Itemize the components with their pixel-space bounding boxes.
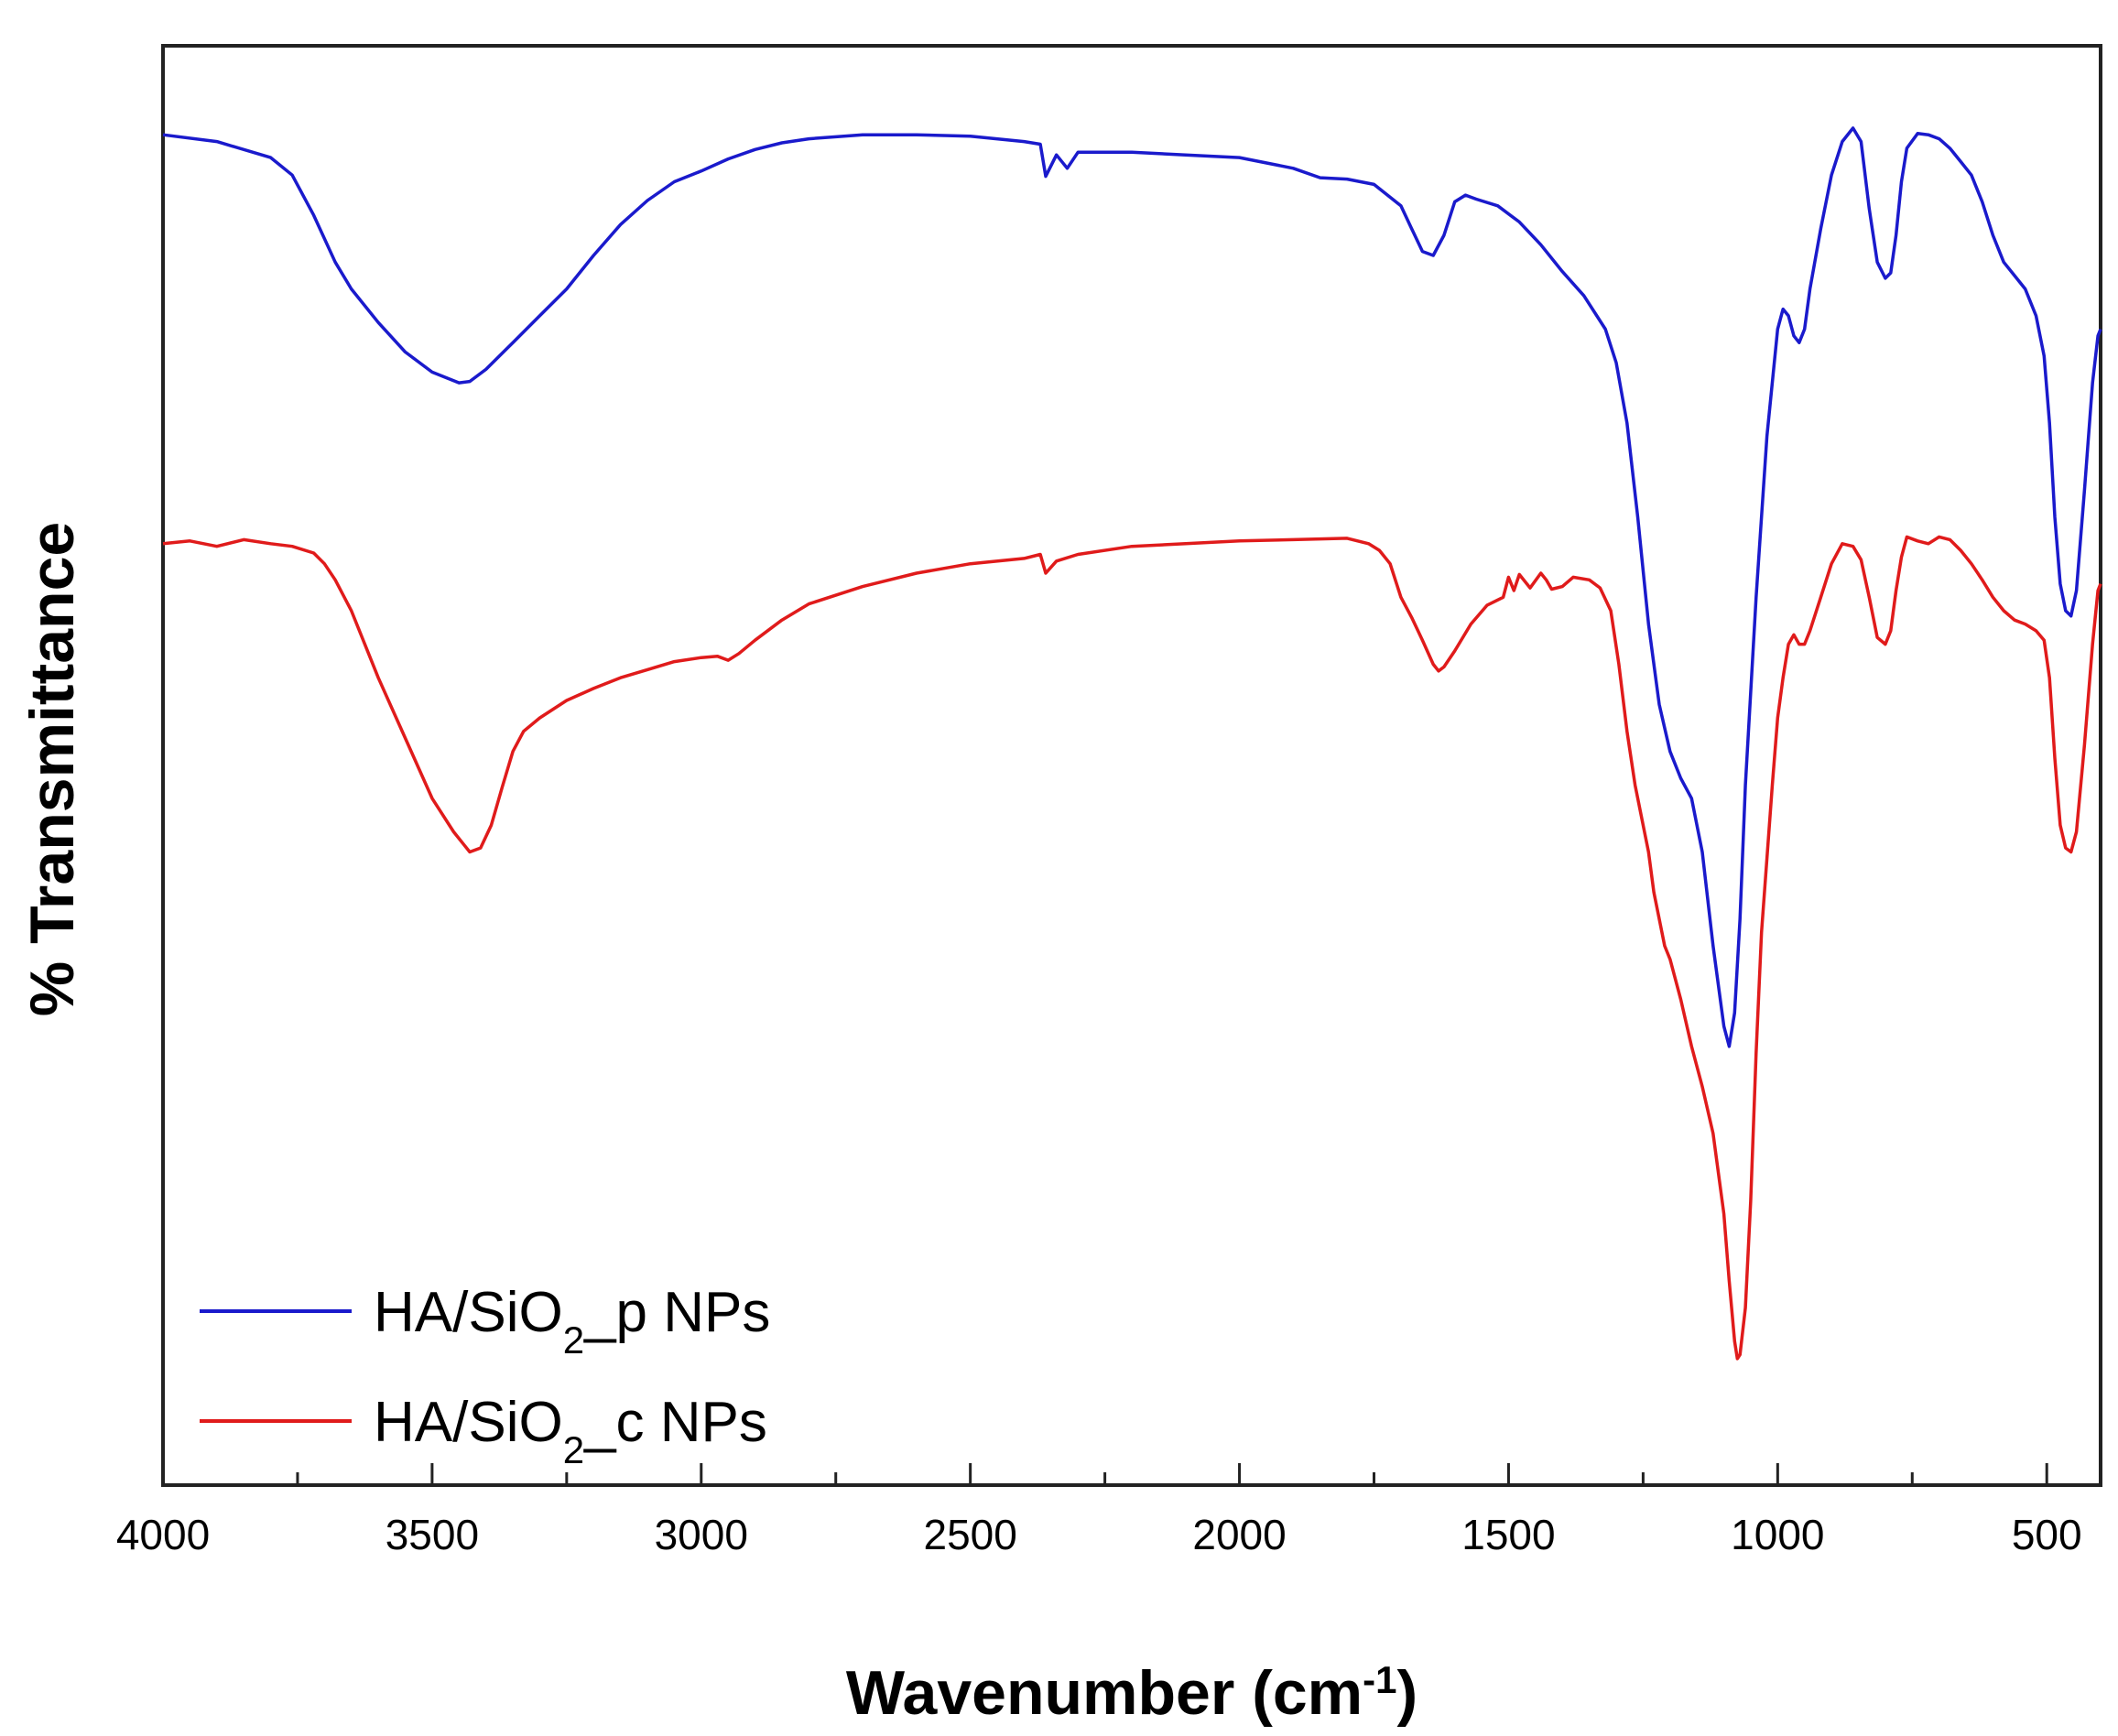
legend: HA/SiO2_p NPs HA/SiO2_c NPs — [200, 1281, 770, 1471]
x-tick-label: 1000 — [1731, 1511, 1824, 1558]
legend-label-0: HA/SiO2_p NPs — [374, 1281, 770, 1362]
x-tick-label: 2000 — [1192, 1511, 1286, 1558]
x-tick-label: 4000 — [116, 1511, 210, 1558]
series-line-1 — [162, 535, 2102, 1361]
y-axis-title: % Transmittance — [17, 522, 87, 1016]
x-axis-ticks — [161, 1463, 2048, 1485]
plot-frame — [161, 44, 2102, 1487]
series-layer — [162, 126, 2102, 1361]
x-axis-title: Wavenumber (cm-1) — [846, 1658, 1417, 1729]
x-axis-tick-labels: 4000 3500 3000 2500 2000 1500 1000 500 — [116, 1511, 2082, 1558]
x-tick-label: 500 — [2012, 1511, 2082, 1558]
x-tick-label: 3500 — [386, 1511, 479, 1558]
legend-label-1: HA/SiO2_c NPs — [374, 1391, 767, 1471]
x-tick-label: 3000 — [655, 1511, 748, 1558]
x-tick-label: 1500 — [1461, 1511, 1555, 1558]
series-line-0 — [162, 126, 2102, 1048]
x-tick-label: 2500 — [923, 1511, 1016, 1558]
